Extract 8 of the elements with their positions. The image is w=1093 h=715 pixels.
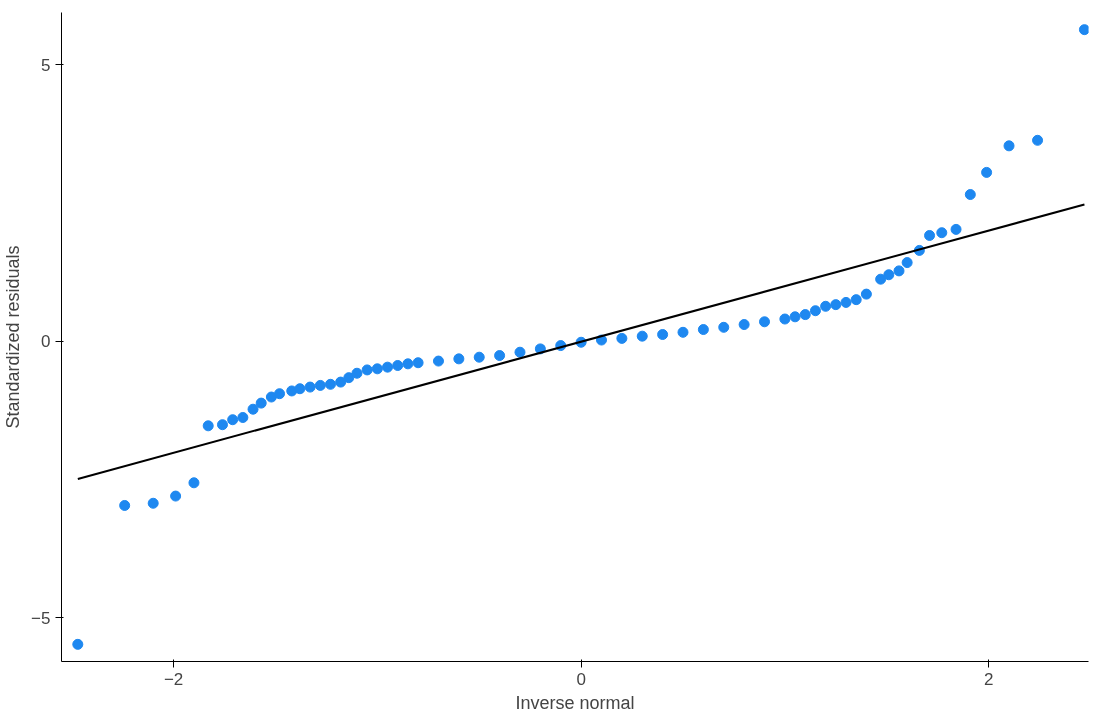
y-tick-label: 5	[41, 55, 51, 75]
y-tick-label: 0	[41, 332, 51, 352]
x-axis-title: Inverse normal	[515, 692, 635, 713]
y-axis-title: Standardized residuals	[3, 245, 24, 429]
x-tick-label: 0	[576, 669, 586, 689]
y-tick-label: −5	[31, 608, 51, 628]
x-tick-label: 2	[983, 669, 994, 689]
x-tick-label: −2	[163, 669, 184, 689]
